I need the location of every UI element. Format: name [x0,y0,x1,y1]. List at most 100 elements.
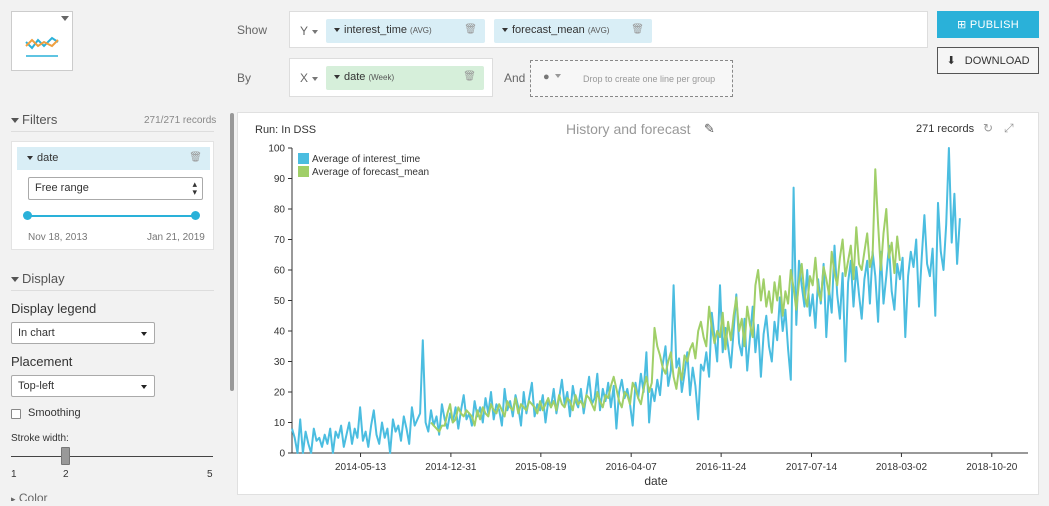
pill-agg: (AVG) [587,26,610,35]
trash-icon[interactable]: 🗑 [631,24,644,35]
y-axis-label: Y [300,24,309,38]
placement-label: Placement [11,354,73,369]
range-end-handle[interactable] [191,211,200,220]
pill-agg: (Week) [368,73,395,82]
color-section-toggle[interactable]: ▸ Color [11,491,48,501]
y-tick-label: 100 [268,144,285,155]
stroke-width-label: Stroke width: [11,433,69,444]
chevron-down-icon [141,332,147,336]
x-pill-date[interactable]: date (Week) 🗑 [326,66,484,90]
download-button[interactable]: ⬇ DOWNLOAD [937,47,1039,74]
legend-label: Average of forecast_mean [312,167,429,178]
stroke-tick-value: 2 [63,469,69,480]
filter-records-count: 271/271 records [144,115,217,126]
range-end-label: Jan 21, 2019 [147,232,205,243]
stroke-width-track[interactable] [11,456,213,457]
y-tick-label: 50 [274,296,286,307]
by-label: By [237,71,252,85]
drop-zone-text: Drop to create one line per group [583,74,716,84]
chart-record-count: 271 records [916,123,975,135]
placement-select[interactable]: Top-left [11,375,155,397]
x-tick-label: 2014-05-13 [335,462,387,473]
y-tick-label: 60 [274,266,286,277]
publish-icon: ⊞ [956,19,967,31]
chevron-down-icon[interactable] [334,75,340,80]
filters-title: Filters [22,112,58,127]
y-axis-selector[interactable]: Y [300,24,319,38]
refresh-icon[interactable]: ↻ [983,121,994,135]
y-pill-forecast-mean[interactable]: forecast_mean (AVG) 🗑 [494,19,652,43]
trash-icon[interactable]: 🗑 [463,71,476,82]
x-tick-label: 2018-03-02 [876,462,928,473]
y-tick-label: 80 [274,205,286,216]
chart-title[interactable]: History and forecast [566,121,691,137]
publish-button[interactable]: ⊞ PUBLISH [937,11,1039,38]
and-label: And [504,71,526,85]
download-icon: ⬇ [946,55,956,67]
filter-field-name: date [37,152,59,164]
legend-swatch [298,153,309,164]
chart-type-selector[interactable] [11,11,73,71]
legend-display-value: In chart [18,327,55,339]
select-arrows-icon: ▴ ▾ [192,179,197,197]
y-pill-interest-time[interactable]: interest_time (AVG) 🗑 [326,19,485,43]
line-chart: 0 10 20 30 40 50 60 70 80 90 100 2014-05-13 2014-12-… [268,144,1028,488]
series-line-2 [430,168,901,433]
y-tick-label: 10 [274,418,286,429]
date-filter-card: date 🗑 Free range ▴ ▾ Nov 18, 2013 Jan 21… [11,141,214,250]
filters-section-toggle[interactable]: Filters [11,112,57,127]
pill-name: interest_time [344,24,407,36]
stroke-tick-max: 5 [207,469,213,480]
pill-name: date [344,71,366,83]
legend-label: Average of interest_time [312,154,421,165]
range-start-handle[interactable] [23,211,32,220]
color-drop-icon: ● [543,71,550,83]
group-drop-zone[interactable]: ● Drop to create one line per group [530,60,733,97]
legend-display-select[interactable]: In chart [11,322,155,344]
download-label: DOWNLOAD [964,55,1030,67]
y-tick-label: 40 [274,327,286,338]
series-line-1 [291,147,961,454]
chevron-down-icon [11,277,19,283]
x-axis-label: date [644,474,668,488]
line-chart-icon [25,36,59,57]
chevron-down-icon[interactable] [334,28,340,33]
chevron-down-icon[interactable] [555,74,561,78]
legend-swatch [298,166,309,177]
divider [11,290,214,291]
x-tick-label: 2017-07-14 [786,462,838,473]
x-axis-label: X [300,71,309,85]
filter-mode-value: Free range [35,182,89,194]
stroke-width-handle[interactable] [61,447,70,465]
chevron-down-icon [11,118,19,124]
y-tick-label: 70 [274,235,286,246]
filter-mode-select[interactable]: Free range ▴ ▾ [28,177,203,200]
date-filter-header[interactable]: date 🗑 [17,147,210,170]
chevron-down-icon [141,385,147,389]
chevron-down-icon [27,156,33,161]
date-range-track[interactable] [28,215,197,217]
y-shelf[interactable]: Y interest_time (AVG) 🗑 forecast_mean (A… [289,11,928,48]
x-shelf[interactable]: X date (Week) 🗑 [289,58,493,97]
y-tick-label: 0 [279,449,285,460]
trash-icon[interactable]: 🗑 [464,24,477,35]
show-label: Show [237,23,268,37]
x-tick-label: 2018-10-20 [966,462,1018,473]
pill-agg: (AVG) [410,26,432,35]
x-axis-selector[interactable]: X [300,71,319,85]
pencil-icon[interactable]: ✎ [704,121,715,136]
display-legend-label: Display legend [11,301,97,316]
smoothing-checkbox[interactable] [11,409,21,419]
trash-icon[interactable]: 🗑 [189,152,202,163]
run-label: Run: In DSS [255,124,317,136]
display-section-toggle[interactable]: Display [11,271,65,286]
y-tick-label: 90 [274,174,286,185]
smoothing-label: Smoothing [28,407,81,419]
left-panel-scrollbar[interactable] [230,113,234,391]
chevron-down-icon[interactable] [502,28,508,33]
expand-icon[interactable]: ⤢ [1004,121,1014,135]
range-start-label: Nov 18, 2013 [28,232,88,243]
chevron-down-icon[interactable] [61,16,69,21]
chart-panel: Run: In DSS History and forecast ✎ 271 r… [237,112,1039,495]
display-title: Display [22,271,65,286]
